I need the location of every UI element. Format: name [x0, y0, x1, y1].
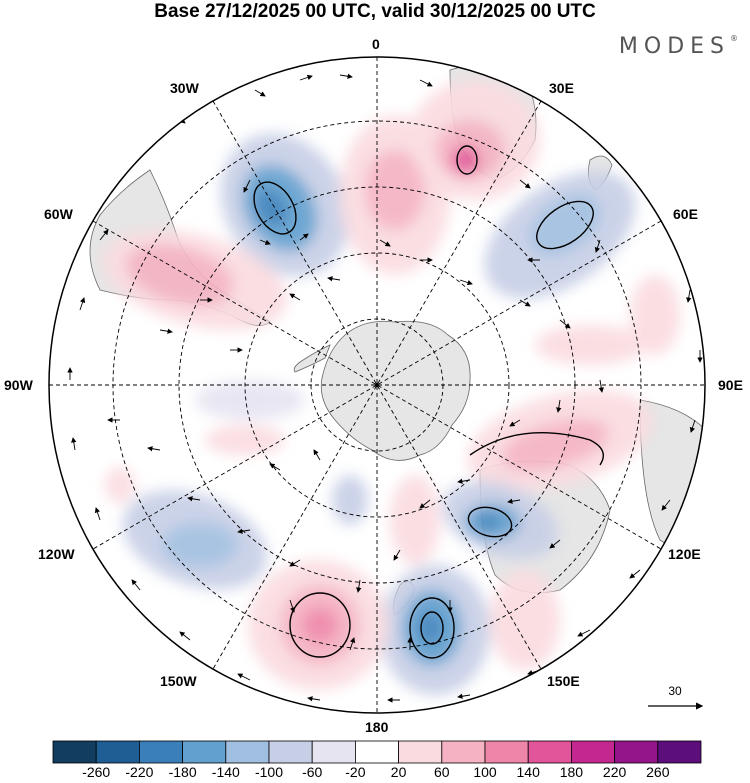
- colorbar-tick-label: -180: [168, 764, 197, 780]
- registered-mark: ®: [730, 34, 738, 43]
- anomaly-pos-amundsen: [205, 425, 285, 455]
- antarctica: [320, 320, 471, 461]
- colorbar-tick-label: 140: [516, 764, 540, 780]
- colorbar-bin: [657, 740, 702, 764]
- colorbar-bin: [182, 740, 227, 764]
- colorbar-tick-label: 100: [473, 764, 497, 780]
- lon-label-0: 0: [372, 36, 380, 52]
- colorbar-tick-label: -260: [82, 764, 111, 780]
- colorbar-bin: [527, 740, 572, 764]
- colorbar-bin: [614, 740, 659, 764]
- colorbar-labels: -260 -220 -180 -140 -100 -60 -20 20 60 100 140 180 2…: [0, 764, 750, 782]
- anomaly-pos-east-edge: [630, 275, 680, 355]
- colorbar-bin: [139, 740, 184, 764]
- lon-label-120e: 120E: [668, 546, 701, 562]
- colorbar-tick-label: 220: [602, 764, 627, 780]
- anomaly-pos-southwest: [105, 467, 135, 503]
- anomaly-neg-weddell: [195, 380, 305, 420]
- anomaly-shading: [102, 80, 680, 695]
- anomaly-neg-ross-sea: [332, 475, 368, 525]
- lon-label-90e: 90E: [718, 377, 743, 393]
- colorbar-bin: [354, 740, 399, 764]
- lon-label-60e: 60E: [673, 206, 698, 222]
- colorbar-tick-label: -220: [125, 764, 154, 780]
- colorbar-bin: [95, 740, 140, 764]
- lon-label-120w: 120W: [38, 546, 75, 562]
- colorbar-bin: [441, 740, 486, 764]
- antarctic-peninsula: [293, 344, 331, 373]
- colorbar-bin: [484, 740, 529, 764]
- lon-label-150w: 150W: [160, 673, 197, 689]
- anomaly-pos-south-of-aus: [490, 570, 560, 670]
- chart-title: Base 27/12/2025 00 UTC, valid 30/12/2025…: [154, 1, 596, 22]
- vector-scale-label: 30: [668, 684, 682, 698]
- pole-marker: [375, 383, 379, 387]
- lon-label-180: 180: [365, 719, 389, 735]
- lon-label-30w: 30W: [170, 80, 199, 96]
- anomaly-pos-ross: [390, 475, 440, 565]
- colorbar-bin: [225, 740, 270, 764]
- map-boundary: [48, 56, 706, 714]
- polar-map: [48, 56, 706, 714]
- brand-logo: MODES®: [618, 34, 738, 59]
- colorbar-bin: [311, 740, 356, 764]
- lon-label-150e: 150E: [547, 673, 580, 689]
- colorbar-tick-label: -20: [345, 764, 366, 780]
- colorbar-bin: [398, 740, 443, 764]
- colorbar-bin: [268, 740, 313, 764]
- colorbar-tick-label: 60: [434, 764, 450, 780]
- colorbar: [52, 740, 702, 764]
- colorbar-bin: [571, 740, 616, 764]
- graticule: [49, 57, 705, 713]
- colorbar-bin: [52, 740, 97, 764]
- lon-label-90w: 90W: [4, 377, 33, 393]
- colorbar-tick-label: -100: [254, 764, 284, 780]
- lon-label-60w: 60W: [44, 206, 73, 222]
- colorbar-tick-label: 20: [390, 764, 407, 780]
- colorbar-tick-label: 180: [559, 764, 584, 780]
- colorbar-tick-label: -140: [211, 764, 240, 780]
- lon-label-30e: 30E: [549, 80, 574, 96]
- anomaly-pos-east-mid: [535, 325, 645, 365]
- colorbar-tick-label: 260: [646, 764, 670, 780]
- colorbar-tick-label: -60: [302, 764, 323, 780]
